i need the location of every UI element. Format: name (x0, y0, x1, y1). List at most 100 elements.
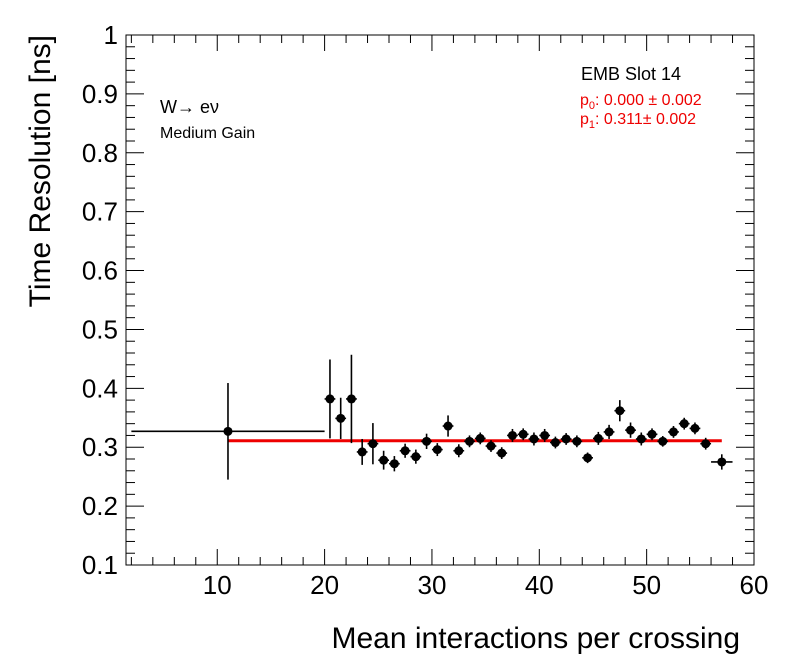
plot-frame (125, 34, 755, 566)
data-point (582, 452, 593, 464)
data-marker (325, 394, 335, 404)
data-point (507, 428, 518, 442)
data-marker (411, 452, 421, 462)
data-marker (679, 419, 689, 429)
p0-index: 0 (588, 100, 596, 113)
data-point (657, 436, 669, 447)
data-marker (615, 406, 625, 416)
data-marker (647, 429, 657, 439)
data-point (571, 435, 583, 448)
data-point (689, 422, 701, 435)
data-marker (561, 434, 571, 444)
p1-value: : 0.311± 0.002 (595, 111, 697, 128)
data-marker (400, 446, 410, 456)
data-marker (626, 425, 636, 435)
y-tick-label: 0.3 (82, 432, 118, 462)
data-marker (583, 453, 593, 463)
data-point (711, 454, 733, 470)
p1-index: 1 (588, 119, 596, 132)
data-point (668, 426, 679, 438)
data-marker (497, 448, 507, 458)
data-marker (346, 394, 356, 404)
slot-label: EMB Slot 14 (581, 64, 682, 84)
data-marker (486, 441, 496, 451)
data-point (421, 433, 432, 449)
data-marker (658, 436, 668, 446)
data-point (550, 436, 561, 449)
data-point (485, 440, 497, 452)
data-point (614, 400, 626, 422)
data-point (356, 438, 368, 465)
data-marker (604, 427, 614, 437)
x-tick-label: 20 (310, 570, 339, 600)
data-point (560, 433, 572, 445)
x-axis-label: Mean interactions per crossing (331, 622, 740, 655)
data-point (346, 354, 357, 444)
y-tick-label: 0.6 (82, 256, 118, 286)
data-point (496, 447, 508, 459)
data-points (131, 354, 733, 480)
data-marker (636, 434, 646, 444)
data-point (678, 417, 690, 430)
p0-value: : 0.000 ± 0.002 (595, 92, 702, 109)
data-marker (690, 423, 700, 433)
data-marker (701, 439, 711, 449)
y-tick-label: 0.1 (82, 550, 118, 580)
data-point (131, 383, 325, 480)
x-tick-label: 40 (525, 570, 554, 600)
data-marker (507, 430, 517, 440)
y-tick-label: 0.8 (82, 138, 118, 168)
data-point (625, 422, 636, 438)
data-point (528, 432, 540, 446)
y-tick-label: 0.7 (82, 197, 118, 227)
data-marker (465, 436, 475, 446)
x-axis: 10 20 30 40 50 60 (130, 35, 769, 600)
data-point (442, 415, 454, 437)
x-tick-label: 30 (417, 570, 446, 600)
data-point (635, 432, 647, 446)
data-point (389, 456, 400, 472)
data-marker (518, 429, 528, 439)
data-marker (572, 436, 582, 446)
x-tick-label: 60 (740, 570, 769, 600)
y-tick-label: 0.4 (82, 373, 118, 403)
data-marker (368, 439, 378, 449)
y-axis: 0.1 0.2 0.3 0.4 0.5 0.6 0.7 0.8 0.9 1 (82, 20, 754, 580)
data-marker (389, 459, 399, 469)
data-marker (717, 457, 727, 467)
data-point (335, 397, 347, 439)
data-marker (379, 455, 389, 465)
data-point (646, 428, 658, 441)
y-tick-label: 1 (104, 20, 118, 50)
data-marker (223, 426, 233, 436)
p0-symbol: p (580, 92, 589, 109)
x-tick-label: 10 (203, 570, 232, 600)
data-marker (540, 430, 550, 440)
data-marker (336, 413, 346, 423)
y-axis-label: Time Resolution [ns] (24, 35, 57, 307)
data-marker (454, 446, 464, 456)
data-marker (443, 421, 453, 431)
data-point (324, 359, 336, 439)
data-marker (529, 434, 539, 444)
data-marker (593, 433, 603, 443)
data-marker (422, 436, 432, 446)
data-marker (550, 438, 560, 448)
p1-symbol: p (580, 111, 589, 128)
data-point (410, 449, 422, 464)
data-marker (668, 427, 678, 437)
y-tick-label: 0.9 (82, 79, 118, 109)
data-point (539, 428, 551, 442)
data-marker (432, 445, 442, 455)
data-point (399, 443, 411, 458)
data-point (592, 431, 604, 445)
gain-label: Medium Gain (160, 125, 256, 142)
fit-param-p0: p0: 0.000 ± 0.002 (580, 92, 702, 112)
data-point (700, 437, 712, 450)
y-tick-label: 0.5 (82, 314, 118, 344)
data-marker (357, 447, 367, 457)
data-point (367, 423, 379, 465)
data-point (474, 432, 486, 445)
process-label: W→ eν (160, 97, 220, 117)
